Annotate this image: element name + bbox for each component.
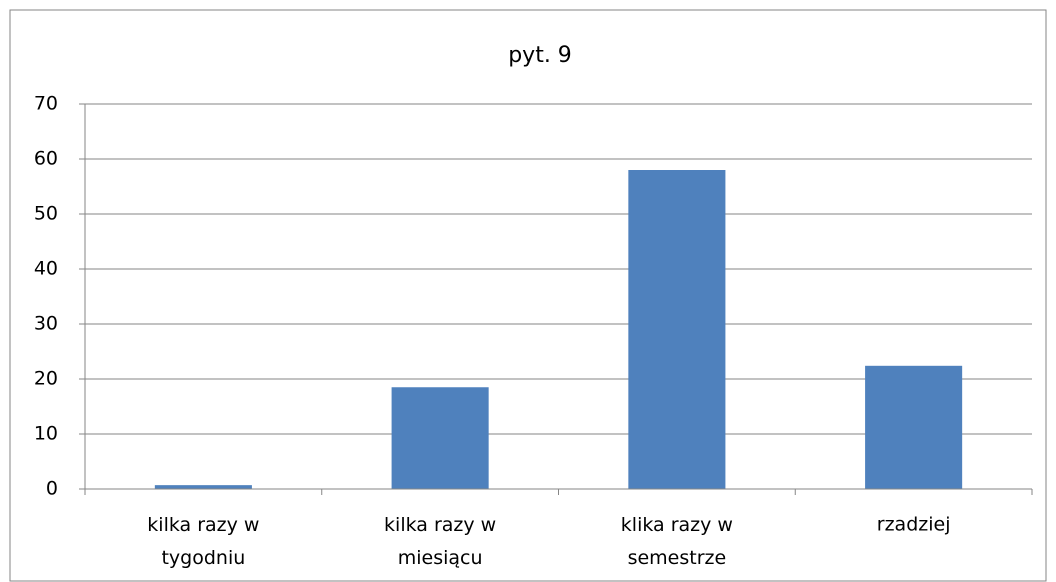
y-tick-label: 20 [34,368,58,390]
x-tick-label: kilka razy w miesiącu [384,514,496,569]
bar [391,387,489,489]
x-tick-label: klika razy w semestrze [621,514,733,569]
x-tick-label: rzadziej [877,514,951,536]
y-tick-label: 40 [34,258,58,280]
label-line: semestrze [628,547,727,569]
chart-border [9,9,1047,582]
bar [865,365,963,489]
bar [628,170,726,489]
y-tick-label: 70 [34,93,58,115]
y-tick-label: 10 [34,423,58,445]
label-line: tygodniu [161,547,245,569]
label-line: klika razy w [621,514,733,536]
y-tick-label: 60 [34,148,58,170]
y-tick-label: 0 [46,478,58,500]
label-line: kilka razy w [384,514,496,536]
x-tick-label: kilka razy w tygodniu [147,514,259,569]
chart-title: pyt. 9 [508,43,572,68]
label-line: kilka razy w [147,514,259,536]
y-tick-label: 30 [34,313,58,335]
y-tick-label: 50 [34,203,58,225]
label-line: miesiącu [398,547,483,569]
bar [154,485,252,489]
